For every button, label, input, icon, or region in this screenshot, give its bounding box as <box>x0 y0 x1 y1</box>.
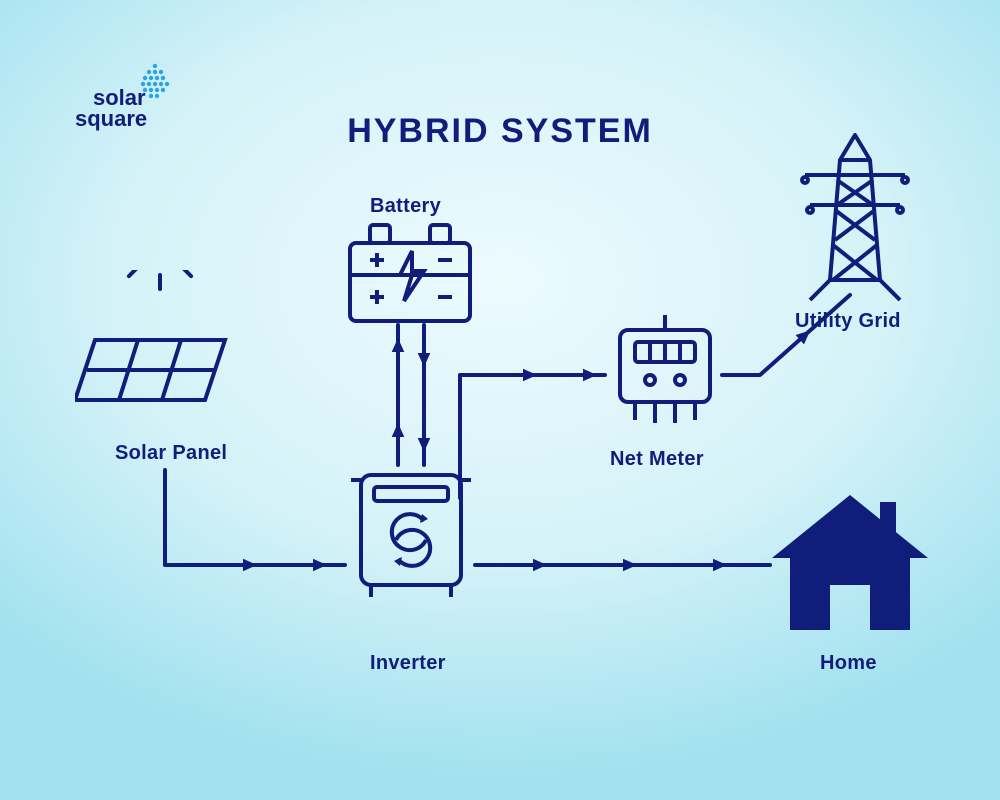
inverter-icon <box>346 465 476 610</box>
utility-grid-icon <box>785 130 925 315</box>
label-solar-panel: Solar Panel <box>115 442 227 465</box>
net-meter-icon <box>605 315 725 450</box>
label-inverter: Inverter <box>370 652 446 675</box>
label-net-meter: Net Meter <box>610 448 704 471</box>
label-battery: Battery <box>370 195 441 218</box>
label-home: Home <box>820 652 877 675</box>
home-icon <box>760 480 940 645</box>
battery-icon <box>340 215 480 340</box>
label-utility-grid: Utility Grid <box>795 310 901 333</box>
